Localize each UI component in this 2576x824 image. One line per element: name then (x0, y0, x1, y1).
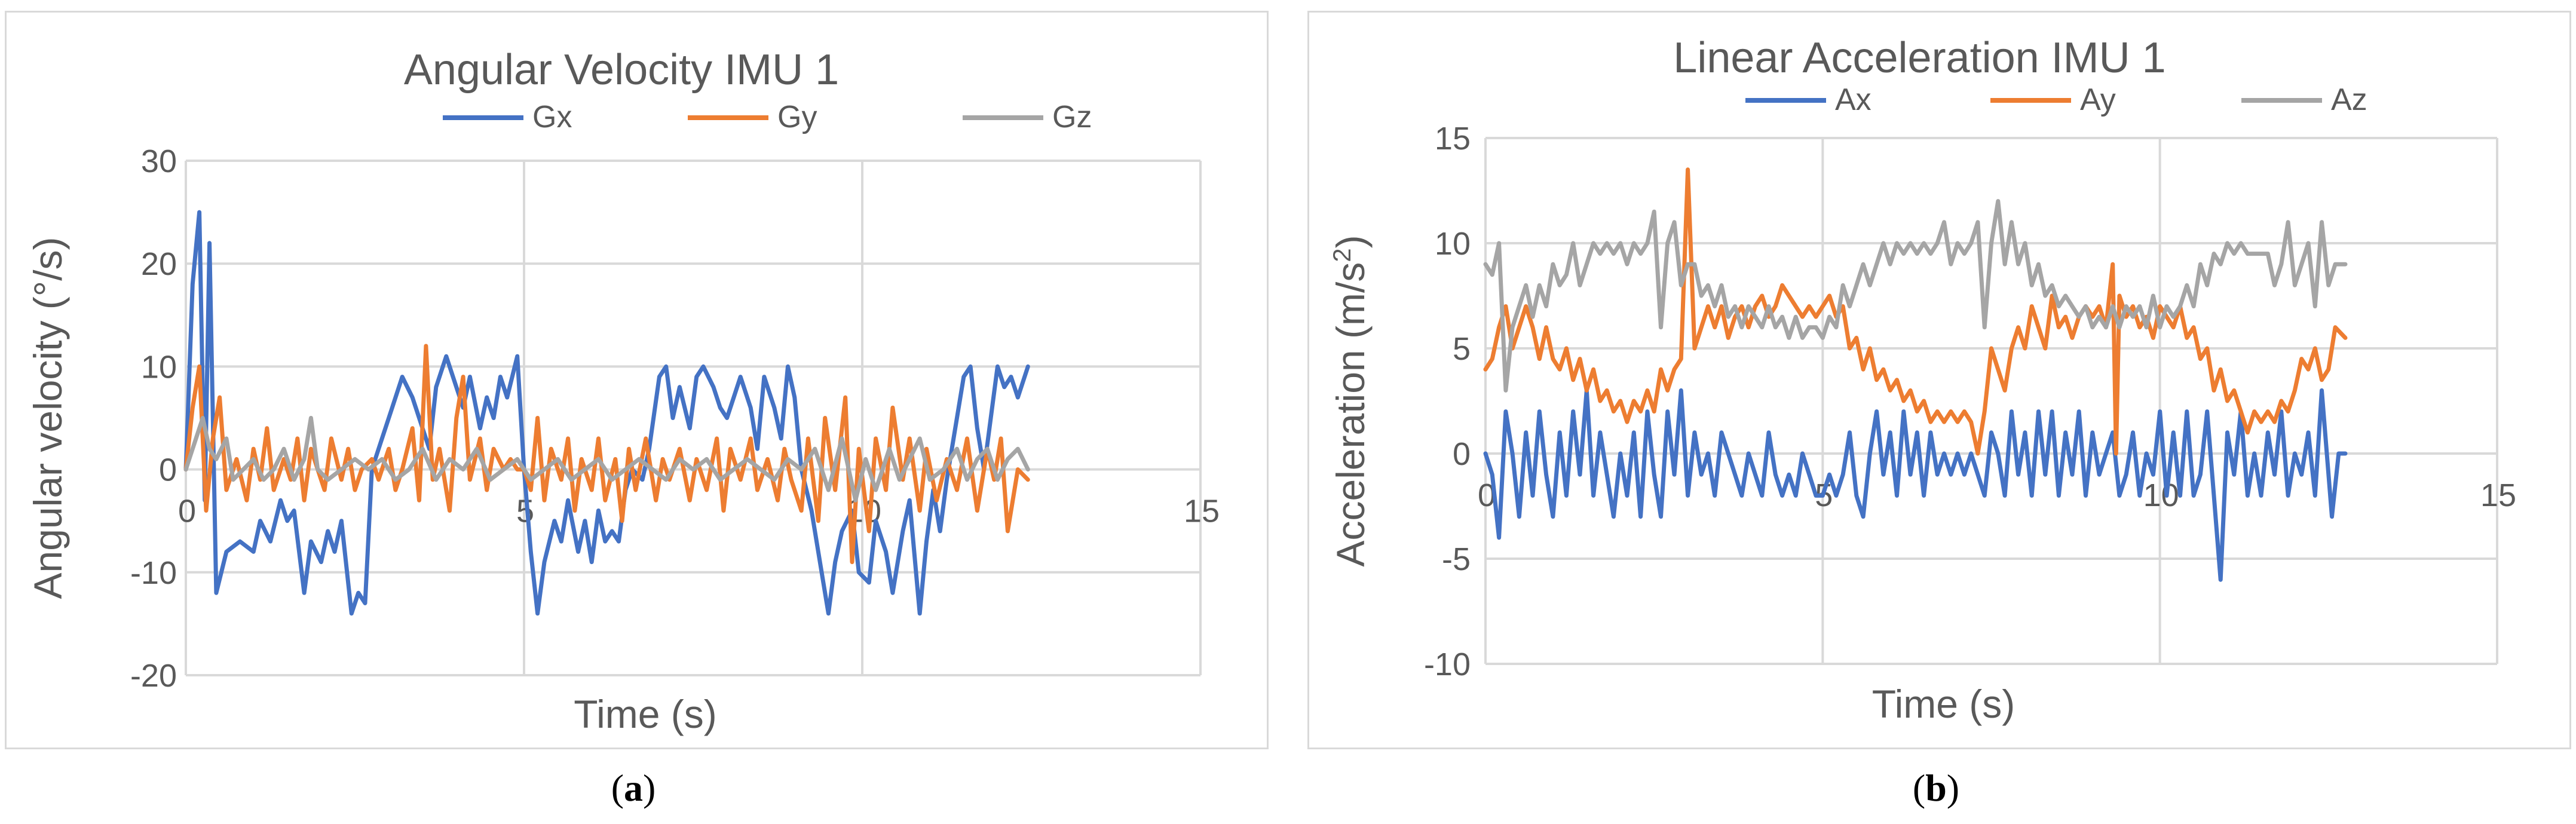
x-axis-label: Time (s) (574, 692, 717, 736)
y-tick-label: 20 (141, 246, 177, 282)
y-tick-label: 30 (141, 143, 177, 179)
series-line-az (1483, 199, 2348, 393)
chart-panel-linear-acceleration: -10 -5 0 5 10 15 0 5 10 15 Ax Ay Az Linear Accelerati… (1307, 11, 2571, 749)
legend-label-gz: Gz (1052, 100, 1092, 134)
x-tick-label: 10 (2143, 477, 2179, 513)
legend-label-gy: Gy (777, 100, 817, 134)
chart-title: Linear Acceleration IMU 1 (1673, 34, 2165, 82)
caption-b: (b) (1912, 767, 1960, 809)
series-line-gz (183, 416, 1030, 503)
y-tick-label: -10 (130, 555, 177, 591)
y-tick-label: 0 (159, 452, 177, 488)
x-tick-label: 15 (1184, 494, 1220, 529)
series-line-gx (183, 210, 1030, 616)
y-tick-label: 5 (1453, 331, 1471, 367)
legend-label-gx: Gx (532, 100, 572, 134)
y-axis-label: Acceleration (m/s2) (1328, 235, 1373, 566)
series-line-ax (1483, 388, 2348, 582)
series-line-ay (1483, 167, 2348, 456)
caption-a: (a) (611, 767, 656, 809)
chart-panel-angular-velocity: -20 -10 0 10 20 30 0 5 10 15 Gx Gy Gz Angular Velocit… (5, 11, 1269, 749)
y-tick-label: 10 (1435, 226, 1471, 262)
x-tick-label: 15 (2480, 477, 2516, 513)
y-tick-label: -10 (1424, 647, 1471, 682)
y-tick-label: -5 (1442, 541, 1471, 577)
y-axis-label: Angular velocity (°/s) (26, 237, 70, 599)
y-tick-label: 10 (141, 349, 177, 385)
legend-label-az: Az (2331, 82, 2367, 117)
y-tick-label: -20 (130, 658, 177, 694)
x-axis-label: Time (s) (1872, 682, 2016, 726)
y-tick-label: 15 (1435, 121, 1471, 157)
legend-label-ax: Ax (1835, 82, 1871, 117)
legend-label-ay: Ay (2080, 82, 2116, 117)
x-tick-label: 0 (178, 494, 196, 529)
y-tick-label: 0 (1453, 436, 1471, 472)
chart-title: Angular Velocity IMU 1 (404, 46, 839, 94)
